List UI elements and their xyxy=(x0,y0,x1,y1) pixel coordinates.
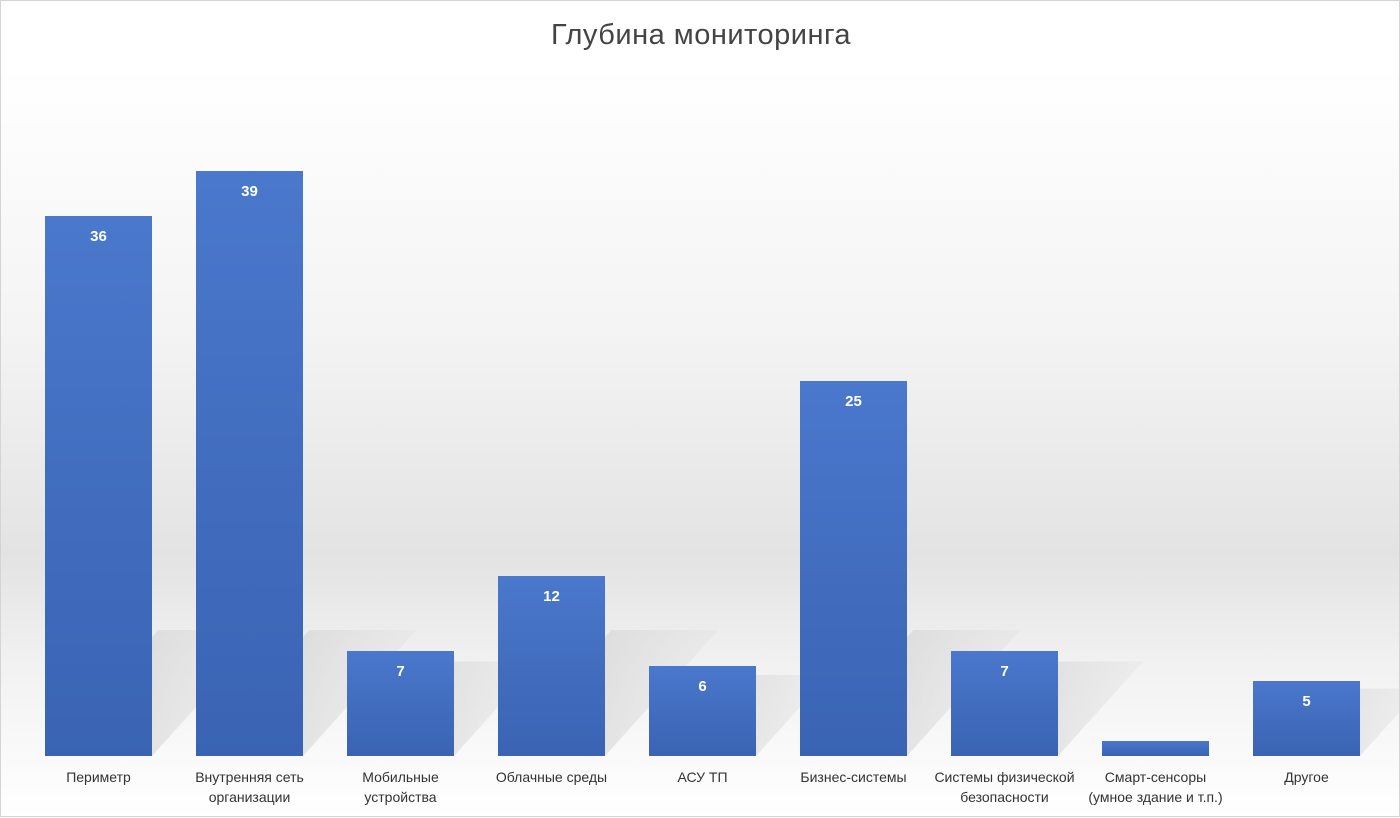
category-label-line: устройства xyxy=(364,789,436,805)
category-label-line: АСУ ТП xyxy=(677,769,727,785)
bar xyxy=(1102,741,1209,756)
category-label: Смарт-сенсоры (умное здание и т.п.) xyxy=(1088,769,1222,805)
category-label: Системы физической безопасности xyxy=(934,769,1074,805)
category-label: Внутренняя сеть организации xyxy=(195,769,304,805)
bar xyxy=(1253,681,1360,756)
category-label-line: организации xyxy=(209,789,291,805)
category-label: Облачные среды xyxy=(496,769,607,785)
bar xyxy=(498,576,605,756)
data-label: 36 xyxy=(90,228,107,245)
data-label: 7 xyxy=(396,663,404,680)
category-label: Периметр xyxy=(66,769,131,785)
bar xyxy=(649,666,756,756)
data-label: 5 xyxy=(1302,693,1310,710)
bar xyxy=(951,651,1058,756)
category-label-line: Смарт-сенсоры xyxy=(1105,769,1206,785)
category-labels: Периметр Внутренняя сеть организации Мобиль… xyxy=(66,769,1329,805)
data-label: 12 xyxy=(543,588,560,605)
bar xyxy=(800,381,907,756)
bar xyxy=(196,171,303,756)
category-label: Мобильные устройства xyxy=(362,769,439,805)
data-label: 6 xyxy=(698,678,706,695)
chart-title: Глубина мониторинга xyxy=(550,19,852,51)
bar xyxy=(347,651,454,756)
category-label-line: безопасности xyxy=(960,789,1049,805)
category-label: Бизнес-системы xyxy=(800,769,906,785)
bar xyxy=(45,216,152,756)
category-label-line: Другое xyxy=(1284,769,1329,785)
category-label-line: (умное здание и т.п.) xyxy=(1088,789,1222,805)
category-label-line: Системы физической xyxy=(934,769,1074,785)
category-label-line: Мобильные xyxy=(362,769,439,785)
data-label: 7 xyxy=(1000,663,1008,680)
category-label-line: Периметр xyxy=(66,769,131,785)
bars: 36 39 7 12 6 25 7 5 xyxy=(45,171,1360,756)
category-label-line: Облачные среды xyxy=(496,769,607,785)
category-label: Другое xyxy=(1284,769,1329,785)
data-label: 25 xyxy=(845,393,862,410)
category-label-line: Бизнес-системы xyxy=(800,769,906,785)
category-label-line: Внутренняя сеть xyxy=(195,769,304,785)
category-label: АСУ ТП xyxy=(677,769,727,785)
data-label: 39 xyxy=(241,183,258,200)
